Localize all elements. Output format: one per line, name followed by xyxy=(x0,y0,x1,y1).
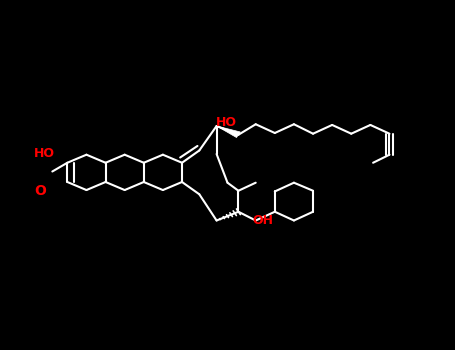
Text: O: O xyxy=(34,184,46,198)
Polygon shape xyxy=(217,126,240,138)
Text: HO: HO xyxy=(216,116,237,129)
Text: OH: OH xyxy=(253,214,273,227)
Text: HO: HO xyxy=(34,147,55,161)
